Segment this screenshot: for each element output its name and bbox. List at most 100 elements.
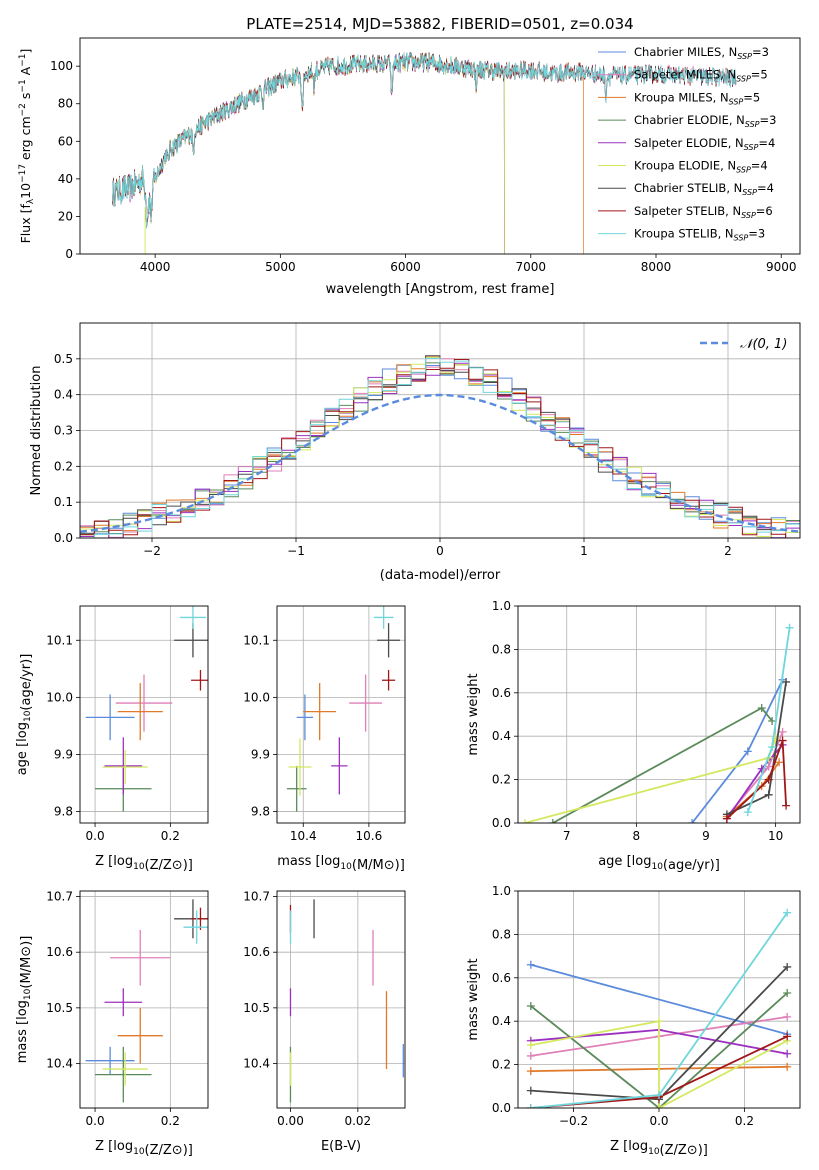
x-tick-label: 7 [563,829,571,843]
label-part: (age/yr)] [19,654,34,711]
label-part: λ [26,198,36,204]
legend-label: Kroupa ELODIE, NSSP=4 [634,159,768,175]
y-tick-label: 10.0 [243,690,270,704]
legend-label: Kroupa MILES, NSSP=5 [634,90,760,106]
mass-vs-z-panel: 0.0 0.210.410.510.610.7Z [log10(Z/Z⊙)]mas… [15,890,209,1158]
y-tick-label: 20 [58,209,73,223]
label-part: (Z/Z⊙)] [145,858,193,873]
weight-marker [526,1051,535,1060]
label-part: log [628,1139,648,1154]
x-tick-label: 8000 [641,260,672,274]
label-part: (Z/Z⊙)] [660,1143,708,1158]
weight-line [530,992,788,1108]
x-tick-label: 7000 [516,260,547,274]
weight-marker [757,703,766,712]
y-tick-label: 0 [65,247,73,261]
label-part: age [ [15,742,30,775]
weight-line [524,738,777,823]
legend-text: Chabrier STELIB, N [634,181,742,195]
label-sub: 10 [648,1147,660,1157]
spectrum-line [112,52,737,229]
x-tick-label: 4000 [140,260,171,274]
label-part: log [321,854,341,869]
x-tick-label: 10 [768,829,783,843]
y-tick-label: 80 [58,97,73,111]
legend-text: =5 [743,90,760,104]
x-tick-label: 10.6 [356,829,383,843]
x-tick-label: 0.2 [161,829,180,843]
legend-label: Salpeter STELIB, NSSP=6 [634,204,773,220]
weight-marker [722,814,731,823]
legend-label: Chabrier STELIB, NSSP=4 [634,181,774,197]
y-tick-label: 0.0 [492,1101,511,1115]
y-axis-label: Flux [fλ10−17 erg cm−2 s−1 A−1] [18,49,36,244]
spectrum-line [112,52,584,254]
x-axis-label: wavelength [Angstrom, rest frame] [326,282,555,297]
spectrum-panel: 4000 5000 6000 7000 8000 9000 0 20 40 60 80 100 wave… [18,37,801,297]
weight-marker [778,727,787,736]
y-tick-label: 40 [58,172,73,186]
legend-text: Salpeter STELIB, N [634,204,741,218]
weight-marker [782,677,791,686]
weight-marker [782,801,791,810]
label-sub: 10 [133,862,145,872]
label-part: mass [ [15,1020,30,1063]
x-tick-label: 9000 [766,260,797,274]
legend-text: Kroupa ELODIE, N [634,159,736,173]
axes-frame [79,605,209,824]
label-part: Z [ [95,1139,113,1154]
x-axis-label: E(B-V) [321,1139,361,1154]
y-tick-label: 0.3 [54,424,73,438]
weight-marker [783,1062,792,1071]
legend-sub: SSP [745,120,760,129]
y-tick-label: 10.6 [243,945,270,959]
label-part: age [ [598,854,631,869]
y-tick-label: 0.6 [492,686,511,700]
y-tick-label: 0.5 [54,352,73,366]
weight-marker [743,808,752,817]
weight-marker [655,1104,663,1108]
legend-text: =3 [748,227,765,241]
x-tick-label: 1 [580,544,588,558]
legend-label: Chabrier MILES, NSSP=3 [634,45,769,61]
x-tick-label: 0.00 [277,1114,304,1128]
label-part: log [113,1139,133,1154]
axes-frame [517,605,801,824]
x-tick-label: 0.02 [344,1114,371,1128]
x-tick-label: 10.4 [290,829,317,843]
legend-sub: SSP [729,97,744,106]
weight-marker [655,1090,663,1099]
y-axis-label: mass [log10(M/M⊙)] [15,936,34,1064]
label-part: (age/yr)] [663,858,720,873]
y-tick-label: 10.4 [243,1056,270,1070]
label-part: erg cm [18,116,33,164]
label-part: log [15,722,30,742]
label-part: Z [ [610,1139,628,1154]
y-tick-label: 10.0 [46,690,73,704]
weight-marker [778,736,787,745]
weight-line [726,740,787,820]
label-part: s [18,93,33,104]
weight-marker [785,623,794,632]
x-tick-label: 8 [633,829,641,843]
y-tick-label: 0.2 [492,773,511,787]
weight-line [726,681,787,816]
label-part: −1 [18,54,28,67]
legend-text: =3 [760,113,777,127]
legend-text: =5 [751,68,768,82]
figure-title: PLATE=2514, MJD=53882, FIBERID=0501, z=0… [246,15,633,33]
label-part: 10 [18,183,33,199]
age-vs-mass-panel: 10.4 10.6 9.8 9.9 10.0 10.1 mass [log10(M/M⊙)] [243,605,406,873]
y-tick-label: 0.0 [54,531,73,545]
y-axis-label: age [log10(age/yr)] [15,654,34,776]
weight-vs-z-panel: −0.2 0.0 0.2 0.0 0.2 0.4 0.6 0.8 1.0 Z [log10(Z/Z… [466,884,801,1158]
x-axis-label: Z [log10(Z/Z⊙)] [95,854,193,873]
histogram-step [80,357,800,538]
y-tick-label: 9.8 [251,805,270,819]
weight-marker [526,960,535,969]
y-tick-label: 0.2 [54,459,73,473]
weight-marker [526,1041,535,1050]
legend-label: Salpeter ELODIE, NSSP=4 [634,136,775,152]
